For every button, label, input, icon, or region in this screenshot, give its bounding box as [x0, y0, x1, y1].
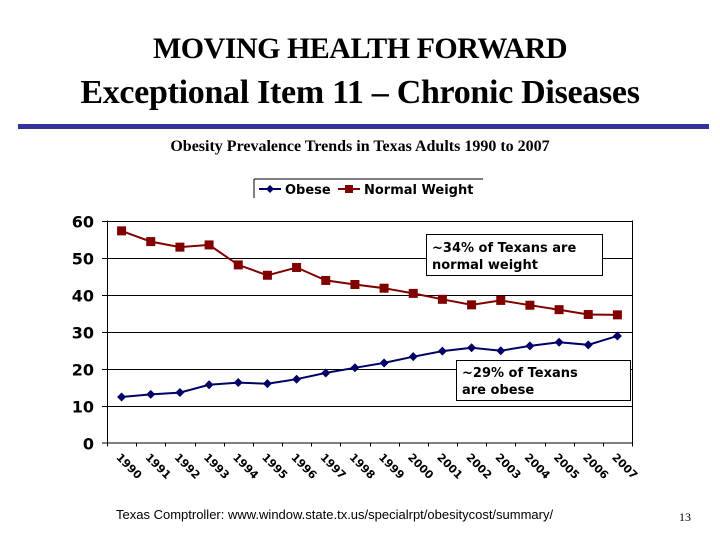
slide-title: Exceptional Item 11 – Chronic Diseases — [80, 74, 640, 111]
annotation-obese: ~29% of Texans are obese — [456, 360, 631, 401]
title-divider — [18, 124, 709, 129]
data-point-normal-weight-2006 — [583, 309, 593, 319]
x-tick-label-1990: 1990 — [113, 451, 144, 482]
data-point-normal-weight-1991 — [146, 237, 156, 247]
annotation-box-normal-weight — [426, 234, 603, 276]
x-tick-label-1992: 1992 — [172, 451, 203, 482]
data-point-obese-2001 — [437, 346, 447, 356]
legend-label-normal-weight: Normal Weight — [364, 183, 473, 198]
legend-marker-diamond-icon — [266, 185, 274, 193]
data-point-normal-weight-1995 — [262, 270, 272, 280]
data-point-normal-weight-1994 — [233, 260, 243, 270]
data-point-normal-weight-1992 — [175, 242, 185, 252]
annotation-text-normal-weight-line2: normal weight — [432, 258, 538, 273]
data-point-obese-2000 — [408, 352, 418, 362]
annotation-text-obese-line1: ~29% of Texans — [462, 366, 578, 381]
data-point-obese-1995 — [262, 379, 272, 389]
slide-heading: MOVING HEALTH FORWARD — [152, 32, 568, 65]
page-number: 13 — [679, 510, 691, 524]
annotation-text-normal-weight-line1: ~34% of Texans are — [432, 241, 576, 256]
x-tick-label-2004: 2004 — [522, 451, 553, 482]
data-point-normal-weight-1998 — [350, 280, 360, 290]
data-point-obese-1992 — [175, 388, 185, 398]
x-tick-label-1998: 1998 — [347, 451, 378, 482]
data-point-obese-1999 — [379, 358, 389, 368]
annotation-normal-weight: ~34% of Texans are normal weight — [426, 234, 603, 276]
data-point-obese-1990 — [117, 392, 127, 402]
series-line-normal-weight — [121, 229, 618, 316]
data-point-obese-2007 — [612, 331, 622, 341]
source-citation: Texas Comptroller: www.window.state.tx.u… — [116, 507, 554, 522]
x-tick-label-1991: 1991 — [143, 451, 174, 482]
x-tick-label-2003: 2003 — [493, 451, 524, 482]
axes — [102, 220, 633, 447]
data-point-normal-weight-1997 — [321, 275, 331, 285]
annotation-text-obese-line2: are obese — [462, 383, 534, 398]
data-point-obese-1996 — [292, 374, 302, 384]
data-point-normal-weight-2002 — [467, 300, 477, 310]
x-tick-label-1993: 1993 — [201, 451, 232, 482]
x-tick-label-1999: 1999 — [376, 451, 407, 482]
data-point-obese-1994 — [233, 378, 243, 388]
data-point-normal-weight-2007 — [612, 310, 622, 320]
x-tick-label-1997: 1997 — [318, 451, 349, 482]
data-point-obese-1993 — [204, 380, 214, 390]
legend-marker-square-icon — [345, 185, 353, 193]
x-tick-label-1995: 1995 — [259, 451, 290, 482]
data-point-obese-2004 — [525, 341, 535, 351]
y-tick-label-30: 30 — [72, 324, 94, 343]
data-point-obese-2006 — [583, 340, 593, 350]
data-point-obese-2003 — [496, 346, 506, 356]
data-point-obese-1991 — [146, 389, 156, 399]
data-point-normal-weight-2000 — [408, 288, 418, 298]
data-point-obese-2005 — [554, 337, 564, 347]
data-point-normal-weight-1996 — [292, 262, 302, 272]
series-group — [117, 226, 622, 402]
x-axis-tick-labels: 1990199119921993199419951996199719981999… — [113, 451, 640, 482]
legend-label-obese: Obese — [285, 183, 331, 198]
chart-title: Obesity Prevalence Trends in Texas Adult… — [170, 138, 550, 155]
data-point-obese-2002 — [467, 343, 477, 353]
data-point-normal-weight-2005 — [554, 305, 564, 315]
legend: Obese Normal Weight — [253, 178, 483, 198]
data-point-normal-weight-1993 — [204, 240, 214, 250]
y-tick-label-20: 20 — [72, 361, 94, 380]
x-tick-label-1996: 1996 — [288, 451, 319, 482]
x-tick-label-2005: 2005 — [551, 451, 582, 482]
x-tick-label-2000: 2000 — [405, 451, 436, 482]
data-point-normal-weight-2004 — [525, 300, 535, 310]
data-point-normal-weight-1999 — [379, 283, 389, 293]
y-tick-label-60: 60 — [72, 213, 94, 232]
data-point-obese-1997 — [321, 368, 331, 378]
x-tick-label-2007: 2007 — [609, 451, 640, 482]
annotation-box-obese — [456, 360, 631, 401]
x-tick-label-2006: 2006 — [580, 451, 611, 482]
y-axis-tick-labels: 0 10 20 30 40 50 60 — [72, 213, 94, 454]
y-tick-label-10: 10 — [72, 398, 94, 417]
data-point-normal-weight-1990 — [117, 226, 127, 236]
legend-item-obese: Obese — [259, 183, 331, 198]
x-tick-label-1994: 1994 — [230, 451, 261, 482]
y-tick-label-0: 0 — [83, 435, 94, 454]
y-tick-label-50: 50 — [72, 250, 94, 269]
series-line-obese — [121, 334, 618, 398]
x-tick-label-2002: 2002 — [463, 451, 494, 482]
x-tick-label-2001: 2001 — [434, 451, 465, 482]
data-point-normal-weight-2001 — [437, 294, 447, 304]
y-tick-label-40: 40 — [72, 287, 94, 306]
data-point-obese-1998 — [350, 363, 360, 373]
data-point-normal-weight-2003 — [496, 295, 506, 305]
legend-item-normal-weight: Normal Weight — [338, 183, 473, 198]
